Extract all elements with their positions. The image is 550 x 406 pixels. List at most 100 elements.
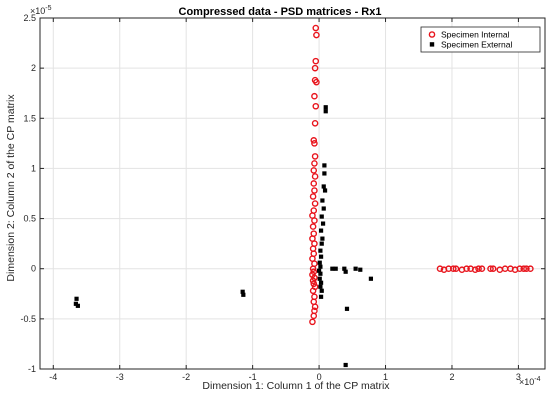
data-point-internal bbox=[478, 265, 486, 273]
series-specimen-external bbox=[73, 105, 374, 368]
data-point-external bbox=[322, 171, 327, 176]
data-point-external bbox=[319, 288, 324, 293]
plot-area-frame bbox=[39, 17, 546, 370]
data-point-external bbox=[318, 271, 323, 276]
legend-box bbox=[420, 26, 541, 53]
data-point-internal bbox=[313, 31, 320, 39]
data-point-external bbox=[319, 241, 324, 246]
data-point-external bbox=[333, 266, 338, 271]
data-point-internal bbox=[309, 193, 317, 200]
data-point-external bbox=[330, 266, 335, 271]
data-point-internal bbox=[311, 120, 319, 127]
data-point-internal bbox=[311, 64, 319, 72]
data-point-external bbox=[321, 184, 326, 189]
tick-layer: -4 -3 -2 -1 0 1 2 3 -1 -0.5 0 0.5 1 1.5 2 2.5 bbox=[20, 13, 545, 382]
data-point-external bbox=[318, 280, 324, 285]
data-point-external bbox=[318, 254, 324, 259]
x-tick-label: -3 bbox=[116, 372, 124, 382]
data-point-internal bbox=[520, 265, 528, 273]
data-point-internal bbox=[311, 303, 319, 311]
data-point-internal bbox=[311, 217, 318, 224]
data-point-internal bbox=[471, 266, 479, 274]
data-point-external bbox=[321, 206, 326, 211]
data-point-internal bbox=[523, 265, 530, 273]
data-point-external bbox=[320, 221, 326, 226]
legend-marker-internal bbox=[428, 31, 436, 38]
data-point-external bbox=[344, 306, 350, 311]
data-point-external bbox=[318, 264, 323, 269]
y-tick-label: -1 bbox=[28, 364, 36, 374]
data-point-external bbox=[320, 198, 325, 203]
data-point-internal bbox=[312, 57, 320, 65]
data-point-external bbox=[322, 188, 328, 193]
data-layer bbox=[73, 24, 534, 368]
data-point-internal bbox=[310, 167, 318, 174]
y-tick-label: 2.5 bbox=[23, 13, 36, 23]
legend: Specimen Internal Specimen External bbox=[420, 26, 541, 53]
data-point-internal bbox=[463, 265, 470, 273]
y-tick-label: 1.5 bbox=[23, 113, 36, 123]
data-point-internal bbox=[527, 265, 534, 273]
y-axis-label: Dimension 2: Column 2 of the CP matrix bbox=[5, 94, 17, 282]
data-point-internal bbox=[311, 173, 319, 180]
data-point-external bbox=[318, 294, 324, 299]
data-point-external bbox=[323, 105, 328, 110]
data-point-internal bbox=[313, 78, 320, 86]
data-point-external bbox=[319, 214, 324, 219]
data-point-internal bbox=[489, 265, 497, 273]
data-point-external bbox=[342, 266, 347, 271]
data-point-external bbox=[322, 163, 327, 168]
data-point-internal bbox=[310, 312, 318, 320]
x-axis-exponent: ×10-4 bbox=[519, 376, 541, 387]
data-point-internal bbox=[311, 200, 319, 207]
data-point-internal bbox=[516, 265, 524, 273]
data-point-external bbox=[358, 267, 363, 272]
data-point-internal bbox=[310, 137, 318, 144]
legend-marker-external bbox=[429, 42, 435, 47]
x-axis-label: Dimension 1: Column 1 of the CP matrix bbox=[202, 380, 390, 392]
data-point-external bbox=[318, 248, 323, 253]
grid-layer bbox=[40, 17, 545, 370]
data-point-internal bbox=[436, 265, 444, 273]
x-tick-label: 0 bbox=[317, 372, 322, 382]
data-point-external bbox=[320, 236, 325, 241]
data-point-internal bbox=[309, 223, 317, 230]
y-axis-exponent: ×10-5 bbox=[30, 5, 52, 16]
data-point-external bbox=[240, 289, 245, 294]
x-tick-label: 1 bbox=[383, 372, 388, 382]
data-point-internal bbox=[311, 160, 318, 167]
data-point-internal bbox=[309, 318, 316, 326]
data-point-internal bbox=[450, 265, 457, 273]
chart-title: Compressed data - PSD matrices - Rx1 bbox=[179, 6, 382, 18]
data-point-internal bbox=[309, 265, 317, 273]
data-point-internal bbox=[311, 153, 319, 160]
series-specimen-internal bbox=[309, 24, 534, 326]
legend-label-internal: Specimen Internal bbox=[441, 30, 510, 40]
data-point-internal bbox=[475, 265, 482, 273]
legend-label-external: Specimen External bbox=[441, 40, 512, 50]
data-point-internal bbox=[309, 287, 317, 295]
data-point-internal bbox=[312, 102, 320, 110]
y-tick-label: 0 bbox=[31, 264, 36, 274]
data-point-external bbox=[318, 228, 324, 233]
y-tick-label: 2 bbox=[31, 63, 36, 73]
data-point-external bbox=[74, 296, 79, 301]
x-tick-label: 3 bbox=[516, 372, 521, 382]
data-point-external bbox=[318, 284, 323, 289]
data-point-external bbox=[75, 303, 80, 308]
x-tick-label: -1 bbox=[249, 372, 257, 382]
data-point-external bbox=[323, 109, 328, 114]
x-tick-label: -2 bbox=[182, 372, 190, 382]
data-point-external bbox=[316, 268, 322, 273]
y-tick-label: 0.5 bbox=[23, 214, 36, 224]
data-point-internal bbox=[311, 140, 318, 147]
data-point-internal bbox=[452, 265, 460, 273]
data-point-external bbox=[317, 260, 322, 265]
data-point-external bbox=[343, 269, 348, 274]
y-tick-label: 1 bbox=[31, 163, 36, 173]
data-point-external bbox=[343, 362, 348, 368]
data-point-external bbox=[317, 276, 322, 281]
data-point-internal bbox=[311, 92, 318, 100]
